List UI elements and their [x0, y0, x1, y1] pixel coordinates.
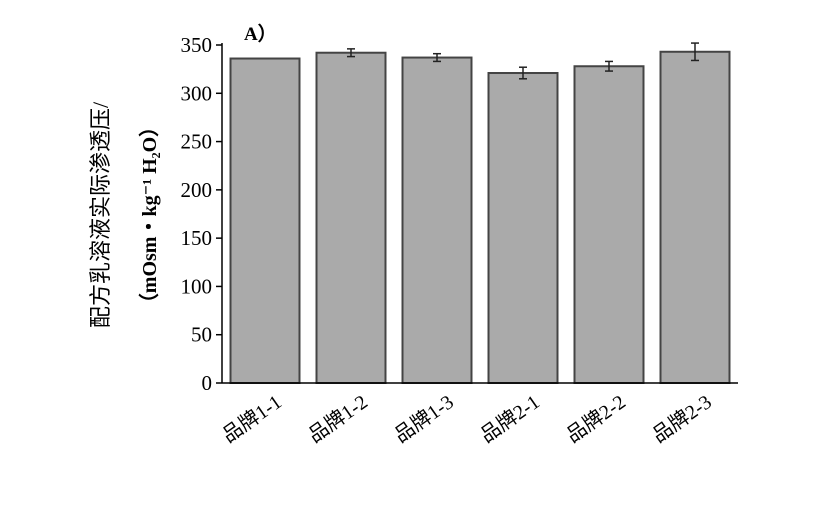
x-tick-label-6: 品牌2-3 [648, 390, 716, 447]
panel-label: A） [244, 22, 277, 45]
y-tick-label-100: 100 [181, 274, 213, 298]
x-tick-label-2: 品牌1-2 [304, 390, 372, 447]
y-tick-label-350: 350 [181, 33, 213, 57]
y-tick-label-50: 50 [191, 323, 212, 347]
y-tick-label-250: 250 [181, 130, 213, 154]
y-axis-label-line1: 配方乳溶液实际渗透压/ [88, 101, 113, 328]
bar-6 [659, 50, 731, 384]
x-tick-label-1: 品牌1-1 [218, 390, 286, 447]
y-tick-label-300: 300 [181, 81, 213, 105]
bar-5 [573, 65, 645, 384]
bar-4 [487, 72, 559, 385]
x-tick-label-4: 品牌2-1 [476, 390, 544, 447]
y-tick-label-200: 200 [181, 178, 213, 202]
x-tick-label-5: 品牌2-2 [562, 390, 630, 447]
bar-1 [229, 57, 301, 385]
bar-3 [401, 56, 473, 384]
x-tick-label-3: 品牌1-3 [390, 390, 458, 447]
y-tick-label-150: 150 [181, 226, 213, 250]
y-axis-label-line2: （mOsm・kg⁻¹ H₂O） [138, 117, 161, 313]
y-tick-label-0: 0 [202, 371, 213, 395]
bar-2 [315, 51, 387, 385]
